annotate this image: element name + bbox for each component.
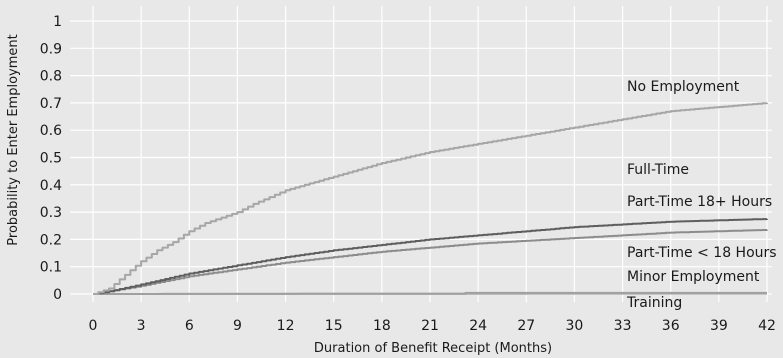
x-axis-label: Duration of Benefit Receipt (Months) (314, 341, 552, 356)
series-label-minor-employment: Minor Employment (627, 269, 760, 285)
y-axis-label: Probability to Enter Employment (6, 34, 21, 245)
x-tick-labels: 0 3 6 9 12 15 18 21 24 27 30 33 36 39 42 (89, 318, 776, 334)
x-tick-label: 0 (89, 318, 98, 334)
x-tick-label: 6 (185, 318, 194, 334)
y-tick-label: 0.6 (40, 123, 62, 139)
y-tick-label: 0.3 (40, 205, 62, 221)
x-tick-label: 24 (469, 318, 487, 334)
series-line-full-time (93, 218, 768, 295)
x-tick-label: 27 (517, 318, 535, 334)
x-tick-label: 21 (421, 318, 439, 334)
series-line-part-time-18-hours (93, 229, 768, 295)
y-tick-label: 0.2 (40, 232, 62, 248)
x-tick-label: 30 (566, 318, 584, 334)
grid (70, 6, 772, 302)
y-tick-label: 0.9 (40, 41, 62, 57)
series-lines (93, 102, 768, 295)
x-tick-label: 3 (137, 318, 146, 334)
y-tick-label: 0.4 (40, 178, 62, 194)
x-tick-label: 42 (758, 318, 776, 334)
y-tick-label: 0.7 (40, 96, 62, 112)
x-tick-label: 15 (325, 318, 343, 334)
series-line-part-time-18-hours (93, 291, 767, 295)
x-tick-label: 33 (614, 318, 632, 334)
x-tick-label: 36 (662, 318, 680, 334)
y-tick-label: 1 (53, 14, 62, 30)
y-tick-label: 0.1 (40, 260, 62, 276)
y-tick-label: 0 (53, 287, 62, 303)
x-tick-label: 12 (277, 318, 295, 334)
series-label-full-time: Full-Time (627, 162, 689, 178)
y-tick-labels: 0 0.1 0.2 0.3 0.4 0.5 0.6 0.7 0.8 0.9 1 (40, 14, 62, 303)
series-label-part-time-lt18: Part-Time < 18 Hours (627, 245, 777, 261)
y-tick-label: 0.5 (40, 151, 62, 167)
x-tick-label: 39 (710, 318, 728, 334)
x-tick-label: 9 (233, 318, 242, 334)
series-label-part-time-18: Part-Time 18+ Hours (627, 194, 772, 210)
y-tick-label: 0.8 (40, 69, 62, 85)
plot-area (70, 6, 772, 292)
x-tick-label: 18 (373, 318, 391, 334)
series-line-no-employment (93, 102, 768, 295)
series-label-no-employment: No Employment (627, 79, 740, 95)
series-label-training: Training (626, 295, 682, 311)
